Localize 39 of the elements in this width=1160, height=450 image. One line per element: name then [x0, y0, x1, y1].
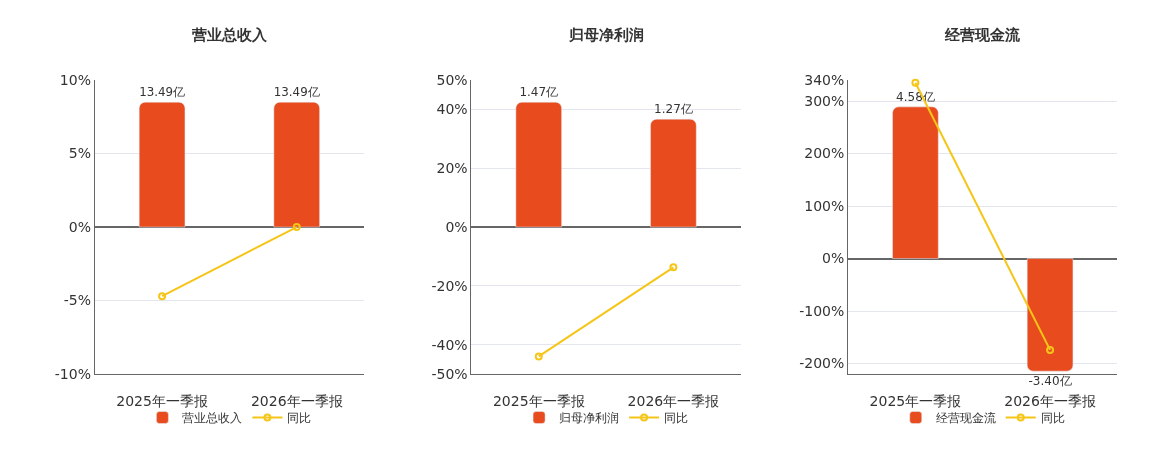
x-tick-label: 2025年一季报	[116, 392, 208, 409]
data-label: 1.27亿	[654, 102, 693, 117]
legend-label: 同比	[1040, 411, 1065, 426]
y-tick-label: -10%	[54, 365, 91, 382]
chart-title: 经营现金流	[944, 26, 1021, 44]
data-label: 13.49亿	[273, 85, 320, 100]
y-tick-label: -200%	[799, 355, 845, 372]
y-tick-label: -40%	[431, 336, 468, 353]
x-tick-label: 2026年一季报	[250, 392, 343, 409]
y-tick-label: 20%	[436, 160, 468, 177]
y-tick-label: 340%	[804, 72, 845, 88]
chart-title: 归母净利润	[568, 26, 644, 44]
x-tick-label: 2025年一季报	[869, 392, 962, 409]
y-tick-label: 300%	[804, 93, 845, 109]
legend-label: 经营现金流	[935, 411, 996, 426]
legend-label: 同比	[287, 411, 312, 426]
x-tick-label: 2026年一季报	[627, 392, 720, 409]
y-tick-label: 100%	[804, 197, 845, 214]
data-label: 1.47亿	[519, 85, 559, 100]
y-tick-label: 10%	[59, 72, 91, 88]
legend-label: 归母净利润	[559, 411, 620, 426]
y-tick-label: 0%	[822, 250, 845, 267]
y-tick-label: -20%	[431, 277, 468, 294]
y-tick-label: 40%	[436, 101, 468, 118]
y-tick-label: 0%	[68, 218, 91, 235]
data-label: 13.49亿	[139, 85, 186, 100]
y-tick-label: -50%	[431, 365, 468, 382]
y-tick-label: -100%	[799, 302, 845, 319]
x-tick-label: 2025年一季报	[492, 392, 585, 409]
x-tick-label: 2026年一季报	[1004, 392, 1096, 409]
y-tick-label: 0%	[445, 218, 468, 235]
y-tick-label: 5%	[68, 145, 91, 162]
data-label: -3.40亿	[1028, 374, 1072, 389]
y-tick-label: 50%	[436, 72, 468, 88]
legend-label: 同比	[664, 411, 689, 426]
legend-label: 营业总收入	[182, 411, 243, 426]
y-tick-label: 200%	[804, 145, 845, 162]
y-tick-label: -5%	[63, 292, 91, 309]
chart-title: 营业总收入	[191, 26, 268, 44]
